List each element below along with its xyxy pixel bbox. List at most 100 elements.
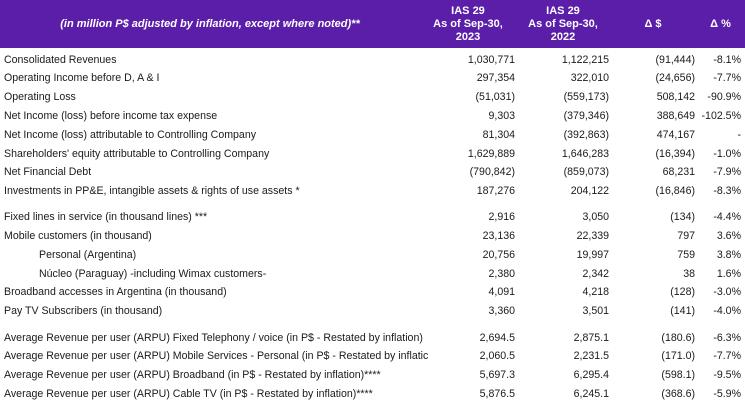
row-value-2022: (559,173)	[563, 91, 609, 103]
row-value-2022: 6,245.1	[573, 388, 609, 400]
table-row: Shareholders' equity attributable to Con…	[0, 145, 745, 163]
row-value-2022: (392,863)	[563, 129, 609, 141]
row-value-2023: 2,694.5	[479, 332, 515, 344]
row-value-2022: 6,295.4	[573, 369, 609, 381]
row-delta: (16,394)	[655, 148, 695, 160]
table-row: Operating Income before D, A & I 297,354…	[0, 69, 745, 87]
row-label: Fixed lines in service (in thousand line…	[4, 211, 208, 223]
table-row: Broadband accesses in Argentina (in thou…	[0, 283, 745, 301]
row-label: Pay TV Subscribers (in thousand)	[4, 305, 163, 317]
header-col-delta-abs: Δ $	[644, 17, 662, 30]
row-value-2023: 81,304	[482, 129, 515, 141]
row-delta-pct: 1.6%	[716, 268, 741, 280]
row-label: Operating Income before D, A & I	[4, 72, 160, 84]
table-header: (in million P$ adjusted by inflation, ex…	[0, 0, 745, 48]
row-value-2022: 2,342	[582, 268, 609, 280]
table-row: Mobile customers (in thousand) 23,136 22…	[0, 227, 745, 245]
row-value-2023: 297,354	[476, 72, 515, 84]
row-delta: 388,649	[656, 110, 695, 122]
table-row: Net Income (loss) before income tax expe…	[0, 107, 745, 125]
header-col-2023-line2: As of Sep-30,	[433, 17, 503, 30]
row-delta-pct: -90.9%	[707, 91, 741, 103]
row-delta: (180.6)	[661, 332, 695, 344]
row-label: Núcleo (Paraguay) -including Wimax custo…	[39, 268, 267, 280]
row-delta: 759	[677, 249, 695, 261]
table-row: Núcleo (Paraguay) -including Wimax custo…	[0, 265, 745, 283]
row-value-2022: 3,050	[582, 211, 609, 223]
row-value-2023: 4,091	[488, 286, 515, 298]
header-col-2023-line3: 2023	[455, 30, 481, 43]
row-value-2023: 23,136	[482, 230, 515, 242]
header-col-delta-pct: Δ %	[710, 17, 731, 30]
row-delta: (598.1)	[661, 369, 695, 381]
header-col-2022: IAS 29 As of Sep-30, 2022	[516, 0, 610, 48]
row-label: Average Revenue per user (ARPU) Mobile S…	[4, 350, 428, 362]
row-delta-pct: -8.3%	[713, 185, 741, 197]
row-label: Personal (Argentina)	[39, 249, 137, 261]
row-value-2022: 2,875.1	[573, 332, 609, 344]
row-value-2023: (51,031)	[475, 91, 515, 103]
table-row: Pay TV Subscribers (in thousand) 3,360 3…	[0, 302, 745, 320]
row-delta-pct: -8.1%	[713, 54, 741, 66]
table-row: Consolidated Revenues 1,030,771 1,122,21…	[0, 51, 745, 69]
row-delta-pct: -7.9%	[713, 166, 741, 178]
table-row: Net Income (loss) attributable to Contro…	[0, 126, 745, 144]
row-value-2023: 1,030,771	[467, 54, 515, 66]
table-row: Fixed lines in service (in thousand line…	[0, 208, 745, 226]
row-value-2022: 19,997	[576, 249, 609, 261]
row-value-2022: 204,122	[570, 185, 609, 197]
row-delta: 508,142	[656, 91, 695, 103]
row-delta: 38	[683, 268, 695, 280]
row-label: Operating Loss	[4, 91, 76, 103]
row-delta-pct: -7.7%	[713, 350, 741, 362]
row-value-2022: (379,346)	[563, 110, 609, 122]
row-value-2022: 1,646,283	[561, 148, 609, 160]
table-row: Average Revenue per user (ARPU) Mobile S…	[0, 347, 745, 365]
table-row: Net Financial Debt (790,842) (859,073) 6…	[0, 163, 745, 181]
header-col-2023-line1: IAS 29	[451, 4, 485, 17]
row-delta: (91,444)	[655, 54, 695, 66]
row-delta-pct: -3.0%	[713, 286, 741, 298]
row-label: Net Income (loss) attributable to Contro…	[4, 129, 257, 141]
row-label: Net Income (loss) before income tax expe…	[4, 110, 218, 122]
row-value-2022: 3,501	[582, 305, 609, 317]
row-value-2023: 1,629,889	[467, 148, 515, 160]
row-delta-pct: -102.5%	[701, 110, 741, 122]
row-delta-pct: -6.3%	[713, 332, 741, 344]
row-value-2023: 20,756	[482, 249, 515, 261]
row-label: Net Financial Debt	[4, 166, 92, 178]
row-value-2023: 5,876.5	[479, 388, 515, 400]
row-value-2023: 2,060.5	[479, 350, 515, 362]
row-value-2023: 2,380	[488, 268, 515, 280]
row-value-2022: 22,339	[576, 230, 609, 242]
row-delta-pct: -4.4%	[713, 211, 741, 223]
row-label: Consolidated Revenues	[4, 54, 117, 66]
row-value-2022: (859,073)	[563, 166, 609, 178]
row-value-2022: 322,010	[570, 72, 609, 84]
header-col-2022-line2: As of Sep-30,	[528, 17, 598, 30]
row-value-2023: 3,360	[488, 305, 515, 317]
row-delta-pct: -5.9%	[713, 388, 741, 400]
row-label: Average Revenue per user (ARPU) Broadban…	[4, 369, 381, 381]
row-delta: 474,167	[656, 129, 695, 141]
row-delta: (134)	[670, 211, 695, 223]
row-value-2023: 5,697.3	[479, 369, 515, 381]
row-delta-pct: -1.0%	[713, 148, 741, 160]
row-delta: (368.6)	[661, 388, 695, 400]
row-delta: (128)	[670, 286, 695, 298]
row-delta: 797	[677, 230, 695, 242]
row-value-2023: (790,842)	[469, 166, 515, 178]
header-note: (in million P$ adjusted by inflation, ex…	[60, 17, 360, 30]
row-label: Investments in PP&E, intangible assets &…	[4, 185, 300, 197]
table-row: Average Revenue per user (ARPU) Fixed Te…	[0, 329, 745, 347]
header-col-2023: IAS 29 As of Sep-30, 2023	[420, 0, 516, 48]
row-value-2023: 187,276	[476, 185, 515, 197]
row-label: Broadband accesses in Argentina (in thou…	[4, 286, 227, 298]
row-label: Average Revenue per user (ARPU) Cable TV…	[4, 388, 373, 400]
row-delta-pct: -9.5%	[713, 369, 741, 381]
row-delta: 68,231	[662, 166, 695, 178]
table-row: Investments in PP&E, intangible assets &…	[0, 182, 745, 200]
row-delta-pct: 3.6%	[716, 230, 741, 242]
row-label: Shareholders' equity attributable to Con…	[4, 148, 270, 160]
